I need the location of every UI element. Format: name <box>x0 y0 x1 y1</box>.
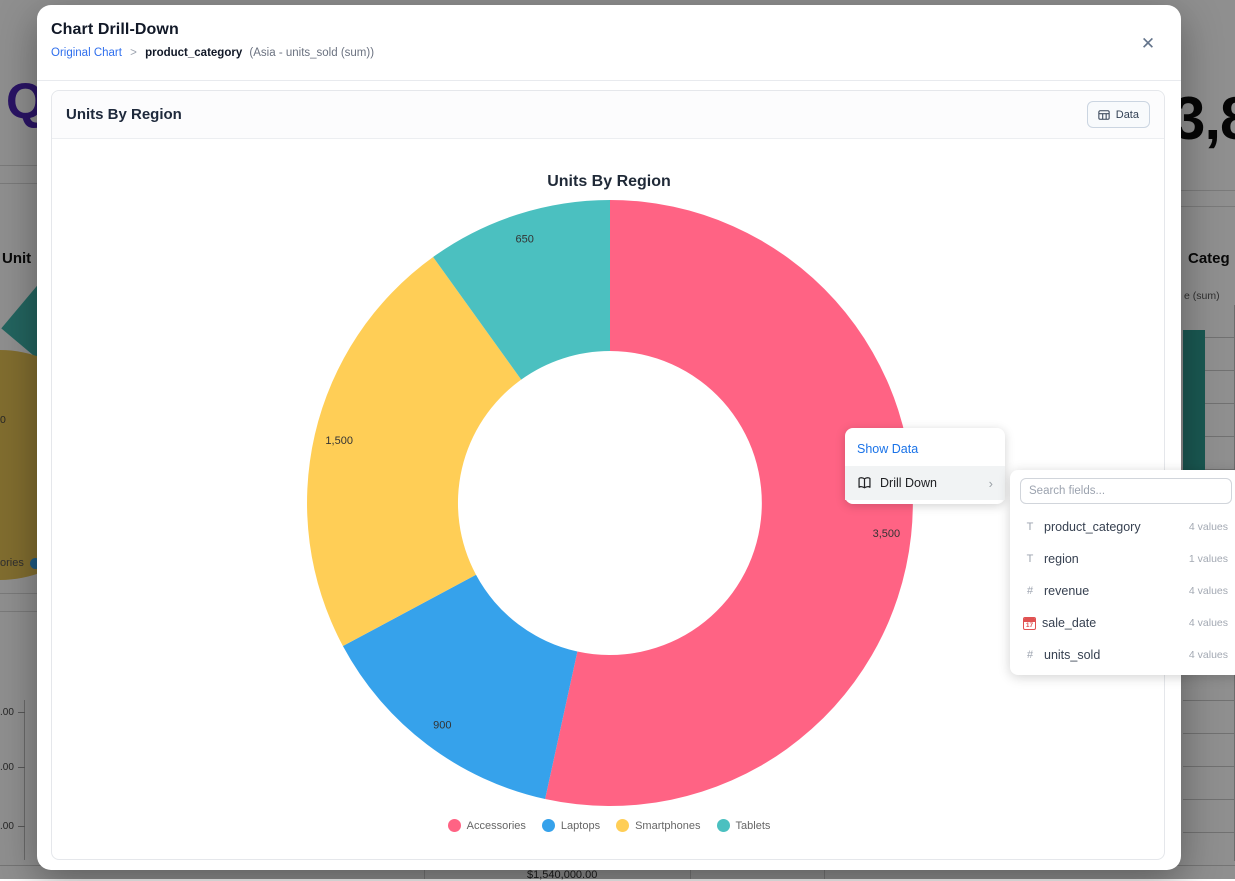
bg-axis-tickmark <box>18 767 25 768</box>
bg-table-column-divider <box>424 866 425 879</box>
show-data-menu-item[interactable]: Show Data <box>845 432 1005 466</box>
kpi-big-number: 3,8 <box>1172 85 1235 152</box>
legend-label: Accessories <box>466 819 526 832</box>
legend-item-laptops[interactable]: Laptops <box>541 819 601 832</box>
slice-value-label: 1,500 <box>325 435 353 447</box>
chevron-right-icon: › <box>988 475 993 491</box>
field-list: T product_category 4 values T region 1 v… <box>1010 511 1235 671</box>
breadcrumb-original-chart-link[interactable]: Original Chart <box>51 47 122 59</box>
divider <box>0 165 37 166</box>
legend-item-smartphones[interactable]: Smartphones <box>616 819 701 832</box>
pie-slice-tablets[interactable] <box>433 200 610 380</box>
field-row-sale-date[interactable]: 17 sale_date 4 values <box>1010 607 1235 639</box>
divider <box>0 611 37 612</box>
chart-card-title: Units By Region <box>66 106 182 123</box>
bg-left-axis <box>24 700 25 860</box>
legend-label: Smartphones <box>635 819 701 832</box>
bg-right-chart-title: Categ <box>1188 250 1230 267</box>
bg-table-column-divider <box>824 866 825 879</box>
number-type-icon: # <box>1026 585 1034 597</box>
bg-right-axis-label: e (sum) <box>1184 290 1220 302</box>
data-button[interactable]: Data <box>1086 101 1150 128</box>
text-type-icon: T <box>1026 521 1034 533</box>
bg-axis-tickmark <box>18 826 25 827</box>
field-row-region[interactable]: T region 1 values <box>1010 543 1235 575</box>
legend-swatch <box>616 819 630 832</box>
data-button-label: Data <box>1115 108 1139 121</box>
field-row-units-sold[interactable]: # units_sold 4 values <box>1010 639 1235 671</box>
breadcrumb-current: product_category <box>145 47 243 59</box>
bg-left-chart-title: Unit <box>2 250 32 267</box>
divider <box>1181 190 1235 191</box>
donut-chart: 3,500 900 1,500 650 <box>307 200 913 806</box>
pie-slice-accessories[interactable] <box>545 200 913 806</box>
field-row-revenue[interactable]: # revenue 4 values <box>1010 575 1235 607</box>
bg-axis-tickmark <box>18 712 25 713</box>
bg-table-cell: $1,540,000.00 <box>527 869 598 881</box>
field-row-product-category[interactable]: T product_category 4 values <box>1010 511 1235 543</box>
breadcrumb: Original Chart > product_category (Asia … <box>51 47 1163 59</box>
field-name: sale_date <box>1042 616 1097 630</box>
show-data-label: Show Data <box>857 442 919 456</box>
context-menu: Show Data Drill Down › <box>845 428 1005 504</box>
field-name: revenue <box>1044 584 1090 598</box>
legend-item-accessories[interactable]: Accessories <box>447 819 526 832</box>
modal-title: Chart Drill-Down <box>51 21 179 38</box>
chart-drilldown-modal: Chart Drill-Down Original Chart > produc… <box>37 5 1181 870</box>
bg-axis-tick-label: .00 <box>0 762 14 773</box>
modal-header: Chart Drill-Down Original Chart > produc… <box>37 5 1181 81</box>
slice-value-label: 900 <box>433 720 451 732</box>
legend-swatch <box>447 819 461 832</box>
bg-axis-tick-label: .00 <box>0 707 14 718</box>
chart-legend: Accessories Laptops Smartphones Tablets <box>37 819 1181 832</box>
field-name: product_category <box>1044 520 1141 534</box>
field-count: 4 values <box>1188 521 1228 533</box>
drill-down-icon <box>858 476 871 488</box>
divider <box>0 183 37 184</box>
legend-swatch <box>716 819 730 832</box>
legend-swatch <box>541 819 555 832</box>
legend-label: Laptops <box>560 819 601 832</box>
divider <box>0 593 37 594</box>
field-name: units_sold <box>1044 648 1101 662</box>
calendar-icon: 17 <box>1023 616 1036 630</box>
number-type-icon: # <box>1026 649 1034 661</box>
field-count: 1 values <box>1188 553 1228 565</box>
chart-title: Units By Region <box>547 173 671 190</box>
drill-down-menu-item[interactable]: Drill Down › <box>845 466 1005 500</box>
drill-down-submenu: T product_category 4 values T region 1 v… <box>1010 470 1235 675</box>
table-icon <box>1098 109 1110 120</box>
field-count: 4 values <box>1188 649 1228 661</box>
breadcrumb-detail: (Asia - units_sold (sum)) <box>249 47 375 59</box>
chart-card-header: Units By Region Data <box>52 91 1164 139</box>
pie-slice-smartphones[interactable] <box>307 257 522 646</box>
bg-legend-fragment: ories <box>0 557 24 569</box>
slice-value-label: 3,500 <box>873 528 901 540</box>
divider <box>1181 206 1235 207</box>
breadcrumb-separator: > <box>130 47 137 59</box>
text-type-icon: T <box>1026 553 1034 565</box>
field-count: 4 values <box>1188 617 1228 629</box>
bg-pie-label: 0 <box>0 414 6 426</box>
bg-table-column-divider <box>690 866 691 879</box>
pie-slice-laptops[interactable] <box>342 574 578 799</box>
bg-axis-tick-label: .00 <box>0 821 14 832</box>
slice-value-label: 650 <box>516 233 534 245</box>
search-fields-input[interactable] <box>1020 478 1232 504</box>
legend-item-tablets[interactable]: Tablets <box>716 819 771 832</box>
field-count: 4 values <box>1188 585 1228 597</box>
close-icon[interactable]: ✕ <box>1140 34 1156 53</box>
legend-label: Tablets <box>735 819 771 832</box>
field-name: region <box>1044 552 1079 566</box>
drill-down-label: Drill Down <box>880 476 937 490</box>
bg-legend-dot <box>30 558 41 569</box>
